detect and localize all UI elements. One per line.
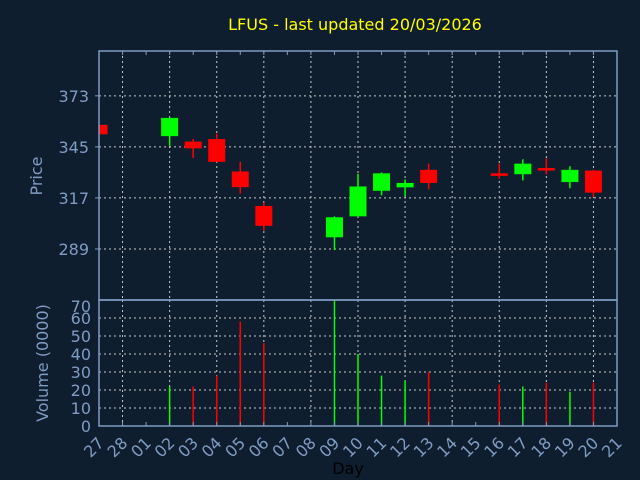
candle-body [537, 168, 555, 171]
candle-body [325, 217, 343, 238]
volume-tick-label: 60 [71, 309, 91, 328]
candle-body [99, 124, 108, 135]
x-axis-label: Day [332, 459, 364, 478]
price-tick-label: 289 [58, 240, 89, 259]
candle-body [420, 169, 438, 183]
price-tick-label: 317 [58, 189, 89, 208]
candle-body [514, 163, 532, 175]
candle-body [373, 173, 391, 191]
volume-axis-label: Volume (0000) [33, 304, 52, 422]
volume-tick-label: 0 [81, 417, 91, 436]
x-tick-label: 21 [598, 433, 626, 461]
candle-body [396, 182, 414, 188]
volume-tick-label: 10 [71, 399, 91, 418]
volume-tick-label: 50 [71, 327, 91, 346]
candle-body [208, 139, 226, 162]
price-tick-label: 345 [58, 138, 89, 157]
price-axis-label: Price [27, 156, 46, 195]
candle-body [584, 170, 602, 193]
candle-body [349, 186, 367, 217]
candle-body [490, 173, 508, 176]
volume-tick-label: 40 [71, 345, 91, 364]
volume-tick-label: 20 [71, 381, 91, 400]
volume-tick-label: 70 [71, 297, 91, 316]
candle-body [231, 171, 249, 188]
chart-title: LFUS - last updated 20/03/2026 [228, 15, 482, 34]
price-tick-label: 373 [58, 87, 89, 106]
candle-body [255, 205, 273, 226]
candle-body [561, 169, 579, 183]
volume-tick-label: 30 [71, 363, 91, 382]
candle-body [184, 141, 202, 149]
candle-body [161, 117, 179, 137]
